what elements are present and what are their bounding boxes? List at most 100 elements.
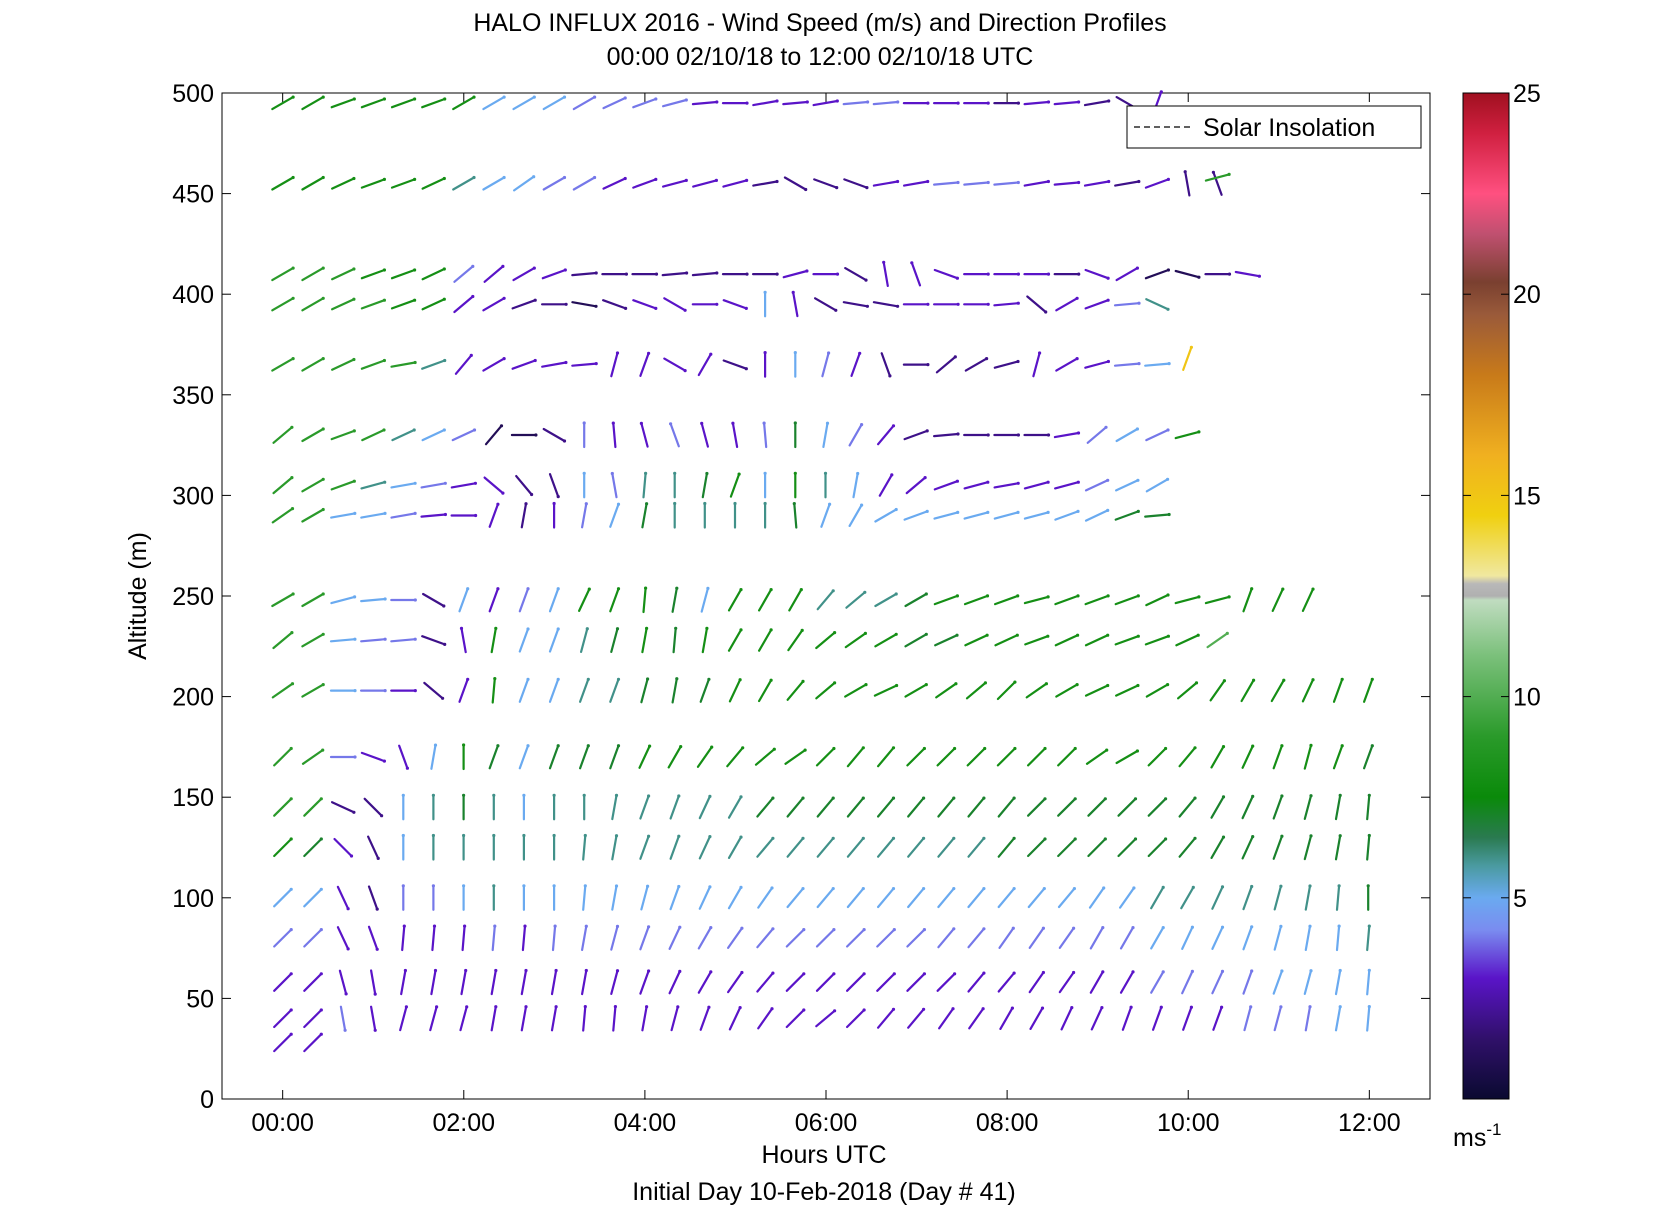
- wind-vector: [670, 1005, 680, 1032]
- wind-vector-shaft: [367, 835, 380, 860]
- wind-vector-head: [352, 97, 356, 101]
- wind-vector-shaft: [1147, 837, 1167, 858]
- wind-vector-head: [922, 796, 926, 800]
- y-tick-label: 400: [172, 281, 214, 309]
- wind-vector-head: [733, 501, 737, 506]
- wind-vector: [1204, 172, 1231, 182]
- wind-vector-shaft: [1083, 180, 1110, 187]
- wind-vector-shaft: [360, 751, 386, 763]
- wind-vector: [697, 352, 713, 377]
- wind-vector: [632, 177, 658, 189]
- wind-vector-head: [771, 927, 775, 931]
- wind-vector: [1334, 1005, 1342, 1032]
- wind-vector-shaft: [1366, 924, 1371, 952]
- y-tick-label: 350: [172, 382, 214, 410]
- wind-vector: [872, 179, 900, 187]
- wind-vector-shaft: [698, 795, 712, 820]
- wind-vector-shaft: [700, 587, 710, 613]
- wind-vector-shaft: [421, 97, 446, 109]
- wind-vector-head: [1367, 833, 1371, 838]
- wind-vector: [460, 968, 468, 996]
- wind-vector-shaft: [1145, 593, 1170, 607]
- wind-vector-head: [1012, 971, 1016, 975]
- x-tick-label: 06:00: [795, 1109, 858, 1137]
- wind-vector: [522, 833, 526, 861]
- x-axis-ticks: 00:00 02:00 04:00 06:00 08:00 10:00 12:00: [251, 93, 1401, 1137]
- wind-vector: [462, 743, 466, 771]
- wind-vector-head: [707, 677, 711, 681]
- wind-vector: [1084, 594, 1110, 606]
- wind-vector: [331, 357, 356, 371]
- wind-vector-head: [1367, 793, 1371, 797]
- wind-vector-head: [805, 100, 809, 104]
- wind-vector-shaft: [757, 628, 773, 652]
- wind-vector-shaft: [812, 99, 839, 107]
- wind-vector-head: [471, 264, 475, 268]
- wind-vector: [792, 502, 798, 529]
- wind-vector: [273, 1032, 293, 1053]
- wind-vector-head: [982, 927, 986, 931]
- wind-vector-head: [291, 175, 295, 180]
- wind-vector: [462, 833, 466, 861]
- wind-vector-head: [319, 887, 323, 891]
- wind-vector-shaft: [1145, 428, 1170, 442]
- wind-vector: [522, 884, 526, 911]
- wind-vector-head: [647, 969, 651, 973]
- wind-vector-head: [982, 836, 986, 840]
- wind-vector: [578, 677, 590, 703]
- wind-vector: [1058, 926, 1076, 950]
- wind-vector-head: [706, 586, 710, 591]
- wind-vector-head: [321, 175, 325, 180]
- wind-vector-shaft: [271, 592, 295, 608]
- wind-vector-head: [769, 678, 773, 682]
- wind-vector: [400, 968, 407, 996]
- wind-vector-head: [583, 1005, 587, 1009]
- wind-vector-head: [494, 968, 498, 973]
- wind-vector: [700, 586, 710, 613]
- wind-vector-shaft: [273, 928, 293, 948]
- wind-vector: [1242, 884, 1254, 911]
- wind-vector: [1334, 968, 1342, 996]
- wind-vector-shaft: [783, 176, 807, 191]
- wind-vector-shaft: [727, 588, 743, 612]
- y-tick-label: 0: [200, 1086, 214, 1114]
- wind-vector: [1114, 683, 1140, 697]
- wind-vector-shaft: [642, 472, 647, 499]
- wind-vector: [482, 175, 506, 191]
- wind-vector: [1057, 746, 1077, 767]
- wind-vector: [876, 972, 896, 992]
- wind-vector-shaft: [360, 638, 387, 643]
- colorbar-tick-label: 5: [1513, 885, 1527, 913]
- wind-vector-head: [1183, 170, 1187, 174]
- wind-vector-head: [1044, 682, 1048, 686]
- wind-vector: [331, 801, 356, 814]
- wind-vector: [271, 592, 295, 608]
- wind-vector-shaft: [303, 928, 323, 948]
- wind-vector: [1301, 678, 1315, 703]
- wind-vector-head: [1106, 633, 1110, 637]
- wind-vector-head: [1189, 1005, 1193, 1009]
- wind-vector-shaft: [423, 681, 444, 700]
- wind-vector-shaft: [752, 99, 779, 107]
- wind-vector-head: [401, 833, 405, 838]
- wind-vector: [1053, 272, 1081, 276]
- wind-vector-shaft: [906, 928, 926, 948]
- wind-vector-shaft: [880, 352, 892, 377]
- wind-vector-shaft: [430, 743, 437, 770]
- wind-vector-head: [1221, 795, 1226, 799]
- wind-vector: [1273, 1005, 1283, 1032]
- wind-vector-head: [583, 884, 587, 888]
- wind-vector-shaft: [727, 835, 743, 860]
- wind-vector-head: [383, 511, 387, 515]
- wind-vector-head: [1016, 301, 1020, 305]
- wind-vector-head: [624, 272, 629, 276]
- y-tick-label: 200: [172, 684, 214, 712]
- wind-vector-head: [1136, 634, 1140, 638]
- wind-vector-shaft: [757, 1007, 774, 1030]
- wind-vector-head: [321, 683, 325, 687]
- wind-vector-shaft: [301, 427, 325, 443]
- wind-vector-head: [1280, 969, 1284, 973]
- wind-vector-head: [1135, 427, 1139, 431]
- wind-vector: [511, 358, 537, 370]
- wind-vector-head: [464, 968, 468, 973]
